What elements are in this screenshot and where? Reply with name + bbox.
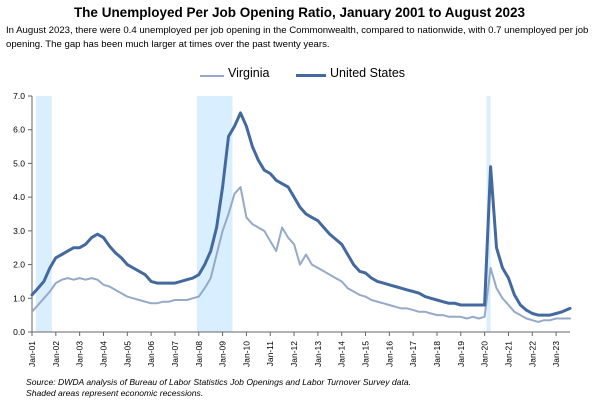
source-note: Source: DWDA analysis of Bureau of Labor… bbox=[26, 377, 411, 399]
x-tick-label: Jan-13 bbox=[313, 341, 323, 367]
series-line-united-states bbox=[30, 111, 572, 317]
recession-band-0 bbox=[35, 96, 52, 332]
x-tick-label: Jan-23 bbox=[551, 341, 561, 367]
x-tick-label: Jan-09 bbox=[218, 341, 228, 367]
y-tick-label: 6.0 bbox=[13, 125, 25, 135]
x-tick-label: Jan-17 bbox=[408, 341, 418, 367]
recession-band-1 bbox=[196, 96, 233, 332]
x-tick-label: Jan-15 bbox=[361, 341, 371, 367]
legend-swatch-united-states bbox=[296, 74, 326, 77]
x-tick-label: Jan-08 bbox=[194, 341, 204, 367]
x-tick-label: Jan-10 bbox=[241, 341, 251, 367]
x-tick-label: Jan-11 bbox=[265, 341, 275, 367]
y-tick-label: 5.0 bbox=[13, 158, 25, 168]
y-tick-label: 4.0 bbox=[13, 192, 25, 202]
y-tick-label: 1.0 bbox=[13, 293, 25, 303]
x-tick-label: Jan-19 bbox=[456, 341, 466, 367]
legend-swatch-virginia bbox=[200, 75, 224, 77]
x-tick-label: Jan-18 bbox=[432, 341, 442, 367]
chart-subtitle: In August 2023, there were 0.4 unemploye… bbox=[6, 25, 589, 50]
x-tick-label: Jan-21 bbox=[503, 341, 513, 367]
y-tick-label: 3.0 bbox=[13, 226, 25, 236]
y-tick-label: 2.0 bbox=[13, 260, 25, 270]
source-line: Source: DWDA analysis of Bureau of Labor… bbox=[26, 377, 412, 387]
x-tick-label: Jan-06 bbox=[146, 341, 156, 367]
x-tick-label: Jan-05 bbox=[122, 341, 132, 367]
legend-label-virginia: Virginia bbox=[228, 66, 270, 80]
x-tick-label: Jan-12 bbox=[289, 341, 299, 367]
series-line-virginia bbox=[31, 186, 571, 323]
x-tick-label: Jan-20 bbox=[480, 341, 490, 367]
x-tick-label: Jan-22 bbox=[527, 341, 537, 367]
x-tick-label: Jan-07 bbox=[170, 341, 180, 367]
chart-title: The Unemployed Per Job Opening Ratio, Ja… bbox=[73, 5, 526, 20]
x-tick-label: Jan-04 bbox=[98, 341, 108, 367]
x-tick-label: Jan-03 bbox=[75, 341, 85, 367]
recession-note: Shaded areas represent economic recessio… bbox=[26, 388, 204, 398]
x-tick-label: Jan-16 bbox=[384, 341, 394, 367]
x-tick-label: Jan-14 bbox=[337, 341, 347, 367]
y-tick-label: 0.0 bbox=[13, 327, 25, 337]
y-tick-label: 7.0 bbox=[13, 91, 25, 101]
legend-label-united-states: United States bbox=[330, 66, 406, 80]
x-tick-label: Jan-01 bbox=[27, 341, 37, 367]
x-tick-label: Jan-02 bbox=[51, 341, 61, 367]
